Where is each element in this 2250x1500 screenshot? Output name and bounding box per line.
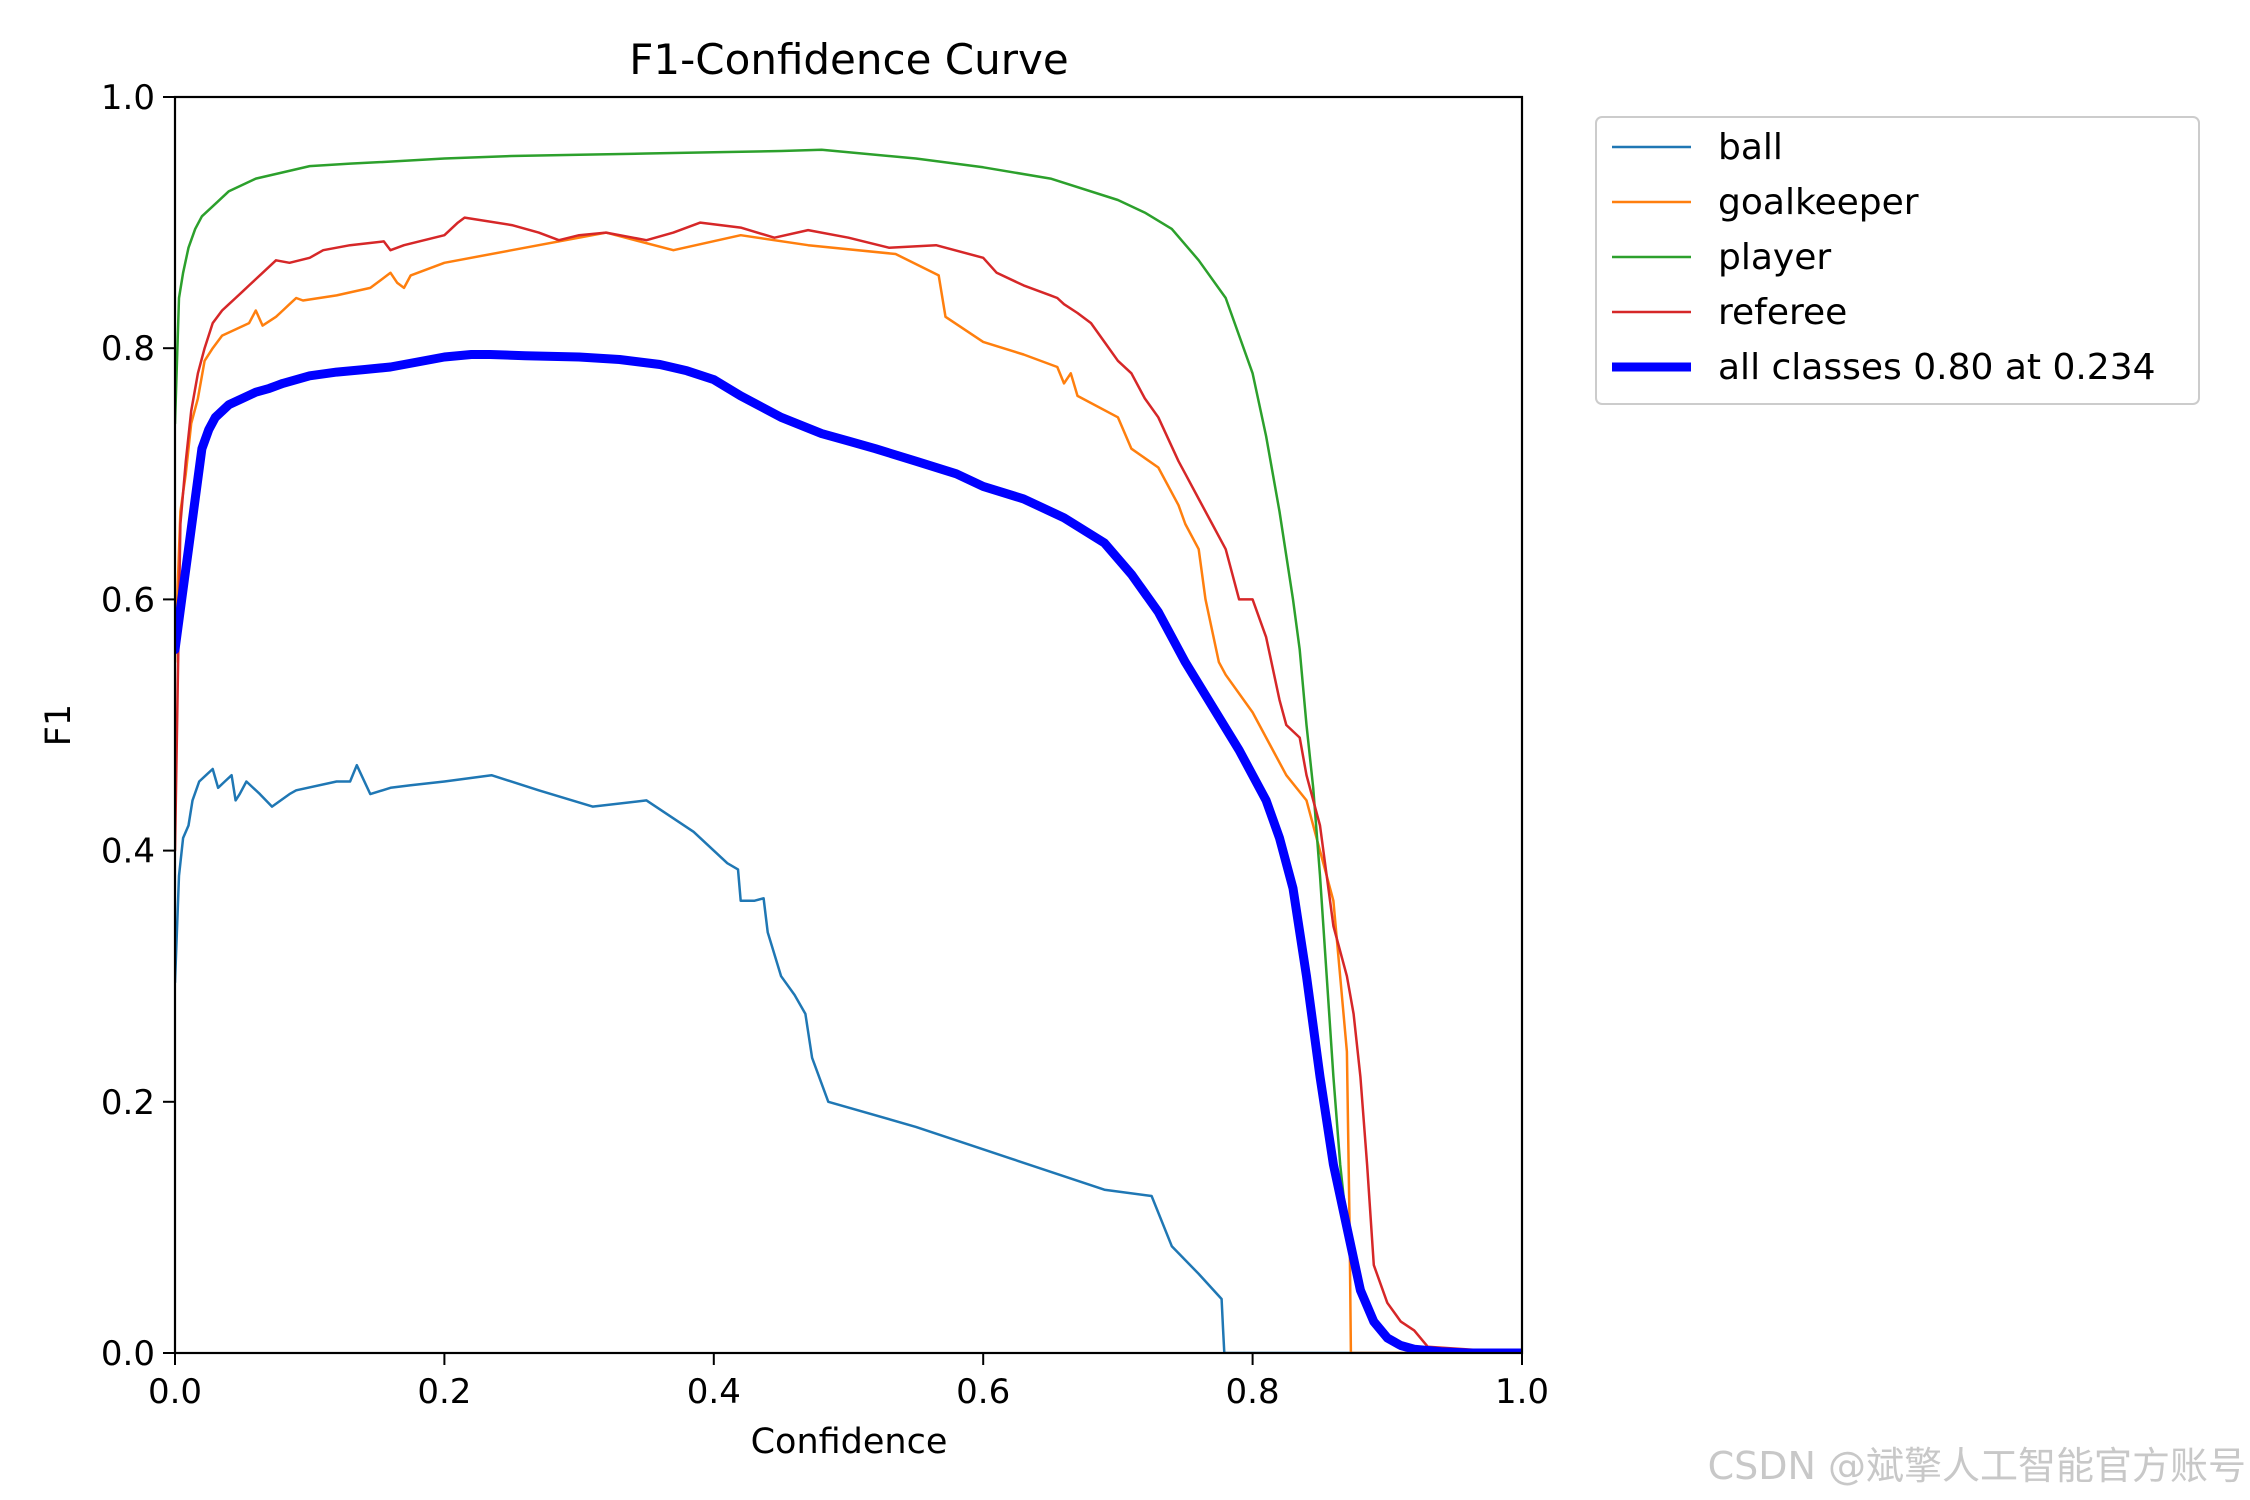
x-axis-ticks: 0.0 0.2 0.4 0.6 0.8 1.0	[148, 1353, 1549, 1412]
y-axis-ticks: 0.0 0.2 0.4 0.6 0.8 1.0	[101, 78, 175, 1374]
x-axis-label: Confidence	[751, 1422, 948, 1462]
x-tick-label: 0.8	[1226, 1372, 1280, 1412]
y-axis-label: F1	[39, 704, 79, 746]
y-tick-label: 0.4	[101, 832, 155, 872]
legend-entry-label: player	[1718, 237, 1831, 278]
watermark: CSDN @斌擎人工智能官方账号	[1707, 1444, 2246, 1488]
legend-entry-label: referee	[1718, 292, 1847, 333]
x-tick-label: 0.6	[956, 1372, 1010, 1412]
x-tick-label: 0.0	[148, 1372, 202, 1412]
series-line-all	[175, 350, 1522, 1353]
x-tick-label: 0.4	[687, 1372, 741, 1412]
y-tick-label: 1.0	[101, 78, 155, 118]
y-tick-label: 0.8	[101, 329, 155, 369]
legend: ball goalkeeper player referee all classes 0…	[1595, 116, 2200, 405]
chart-title: F1-Confidence Curve	[629, 35, 1068, 84]
plot-area	[173, 95, 1524, 1355]
y-tick-label: 0.0	[101, 1334, 155, 1374]
legend-frame	[1595, 116, 2200, 405]
series-line-referee	[175, 216, 1522, 1353]
plot-frame	[173, 95, 1524, 1355]
x-tick-label: 1.0	[1495, 1372, 1549, 1412]
legend-entry-label: ball	[1718, 127, 1783, 168]
legend-entry-label: all classes 0.80 at 0.234	[1718, 347, 2156, 388]
series-lines	[175, 148, 1522, 1353]
y-tick-label: 0.2	[101, 1083, 155, 1123]
legend-entry-label: goalkeeper	[1718, 182, 1919, 223]
y-tick-label: 0.6	[101, 580, 155, 620]
series-line-ball	[175, 763, 1522, 1353]
x-tick-label: 0.2	[417, 1372, 471, 1412]
series-line-goalkeeper	[175, 231, 1522, 1353]
